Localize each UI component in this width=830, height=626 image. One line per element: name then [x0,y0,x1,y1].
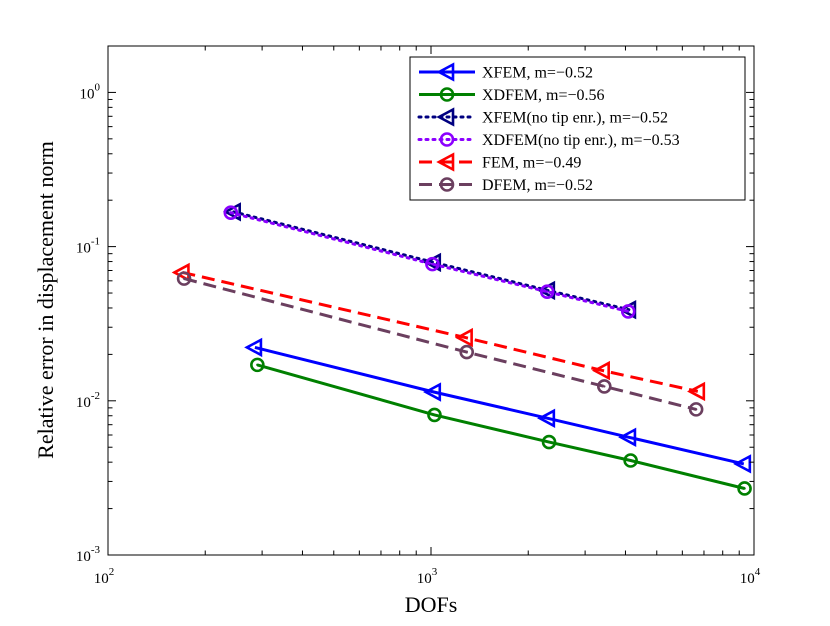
data-point [250,357,265,373]
data-point [620,304,636,319]
legend-entry: XFEM(no tip enr.), m=−0.52 [417,107,668,127]
legend-marker [439,87,455,102]
legend-label: XFEM(no tip enr.), m=−0.52 [482,110,668,127]
data-point [623,453,638,468]
data-point [618,427,637,447]
legend-marker [436,152,455,172]
series-line [232,210,631,312]
legend-entry: FEM, m=−0.49 [419,152,581,172]
legend-entry: XDFEM(no tip enr.), m=−0.53 [417,132,680,149]
legend-marker [439,177,455,192]
data-point [737,481,752,496]
legend-box [409,56,746,201]
data-point [244,337,263,358]
series-line [229,211,630,313]
legend-label: XDFEM(no tip enr.), m=−0.53 [482,132,680,149]
data-point [591,360,610,381]
series-4 [171,262,706,402]
legend-label: XDFEM, m=−0.56 [482,87,605,104]
data-point [688,402,704,417]
data-point [459,344,475,360]
series-line [183,277,697,411]
data-point [541,434,557,450]
legend-label: FEM, m=−0.49 [482,155,581,172]
legend-entry: XDFEM, m=−0.56 [419,87,605,104]
x-axis-label: DOFs [405,592,458,617]
data-point [425,256,440,272]
series-0 [244,337,752,474]
data-point [454,327,473,348]
legend-marker [439,132,455,147]
legend-marker [436,107,455,127]
legend-label: XFEM, m=−0.52 [482,65,593,82]
data-point [176,271,192,286]
legend-entry: DFEM, m=−0.52 [419,177,593,194]
series-5 [176,271,704,417]
series-line [254,345,745,466]
data-point [423,382,442,402]
series-1 [250,357,752,496]
legend-entry: XFEM, m=−0.52 [419,62,593,82]
data-point [597,379,612,394]
data-point [427,407,442,423]
legend-label: DFEM, m=−0.52 [482,177,593,194]
y-axis-label: Relative error in displacement norm [33,141,58,459]
data-point [171,262,190,283]
legend-marker [436,62,455,82]
data-point [537,408,556,428]
data-point [733,454,752,474]
series-line [182,270,699,393]
data-point [539,284,555,300]
data-point [223,205,239,220]
legend: XFEM, m=−0.52 XDFEM, m=−0.56 XFEM(no tip e… [409,56,746,201]
series-3 [223,205,636,319]
data-point [687,381,706,402]
